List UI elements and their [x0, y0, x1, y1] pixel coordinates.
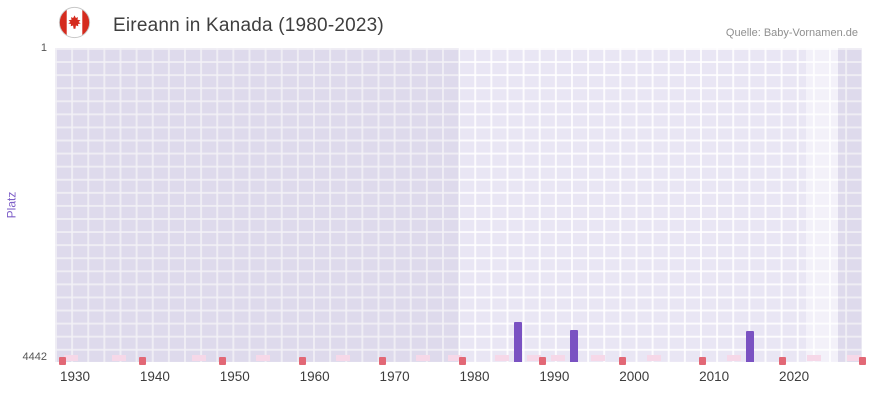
chart-title: Eireann in Kanada (1980-2023): [113, 15, 384, 36]
faint-year-marker: [847, 355, 861, 361]
out-of-range-shade: [55, 48, 459, 362]
faint-year-marker: [191, 355, 206, 361]
rank-bar[interactable]: [746, 331, 755, 362]
y-axis-label-wrap: Platz: [2, 48, 20, 362]
source-attribution: Quelle: Baby-Vornamen.de: [725, 27, 858, 39]
unranked-year-marker: [618, 357, 626, 365]
faint-year-marker: [111, 355, 126, 361]
faint-year-marker: [255, 355, 270, 361]
plot-area[interactable]: [55, 48, 866, 365]
x-tick-label: 1990: [539, 369, 570, 384]
y-tick-bottom: 4442: [22, 351, 47, 363]
highlight-band: [806, 48, 839, 362]
faint-year-marker: [447, 355, 462, 361]
faint-year-marker: [63, 355, 78, 361]
faint-year-marker: [727, 355, 742, 361]
rank-bar[interactable]: [570, 330, 579, 362]
unranked-year-marker: [379, 357, 387, 365]
faint-year-marker: [647, 355, 662, 361]
x-axis: 1930 1940 1950 1960 1970 1980 1990 2000 2010 2020: [55, 369, 862, 387]
unranked-year-marker: [538, 357, 546, 365]
x-tick-label: 1960: [299, 369, 330, 384]
y-tick-top: 1: [40, 42, 47, 54]
unranked-year-marker: [698, 357, 706, 365]
faint-year-marker: [415, 355, 430, 361]
unranked-year-marker: [59, 357, 67, 365]
faint-year-marker: [527, 355, 542, 361]
unranked-year-marker: [299, 357, 307, 365]
x-tick-label: 2010: [699, 369, 730, 384]
canada-flag-icon: [58, 6, 91, 39]
faint-year-marker: [335, 355, 350, 361]
x-tick-label: 2000: [619, 369, 650, 384]
unranked-year-marker: [778, 357, 786, 365]
x-tick-label: 2020: [779, 369, 810, 384]
y-axis-label: Platz: [4, 191, 18, 219]
faint-year-marker: [551, 355, 566, 361]
unranked-year-marker: [458, 357, 466, 365]
faint-year-marker: [807, 355, 822, 361]
x-tick-label: 1970: [379, 369, 410, 384]
x-tick-label: 1950: [219, 369, 250, 384]
x-tick-label: 1980: [459, 369, 490, 384]
faint-year-marker: [495, 355, 510, 361]
faint-year-marker: [591, 355, 606, 361]
unranked-year-marker: [139, 357, 147, 365]
out-of-range-shade: [838, 48, 862, 362]
unranked-year-marker: [858, 357, 866, 365]
rank-bar[interactable]: [514, 321, 523, 362]
unranked-year-marker: [219, 357, 227, 365]
x-tick-label: 1940: [139, 369, 170, 384]
x-tick-label: 1930: [59, 369, 90, 384]
